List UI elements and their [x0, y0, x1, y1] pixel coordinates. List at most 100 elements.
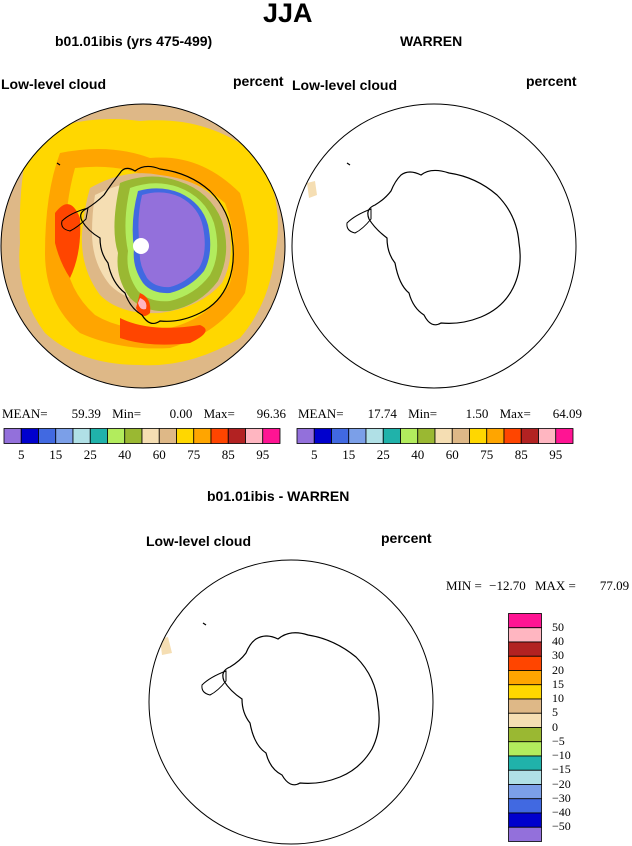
colorbar-tick-label: 75 [187, 447, 201, 462]
colorbar-tick-label: −30 [552, 790, 571, 805]
obs-max-value: 64.09 [552, 406, 583, 421]
colorbar-swatch [417, 428, 436, 444]
colorbar-tick-label: 85 [221, 447, 235, 462]
colorbar-tick-label: 15 [552, 676, 564, 691]
colorbar-tick-label: 15 [342, 447, 356, 462]
colorbar-swatch [296, 428, 315, 444]
colorbar-swatch [193, 428, 212, 444]
colorbar-tick-label: 60 [445, 447, 459, 462]
colorbar-swatch [400, 428, 419, 444]
colorbar-tick-label: −20 [552, 776, 571, 791]
colorbar-swatch [508, 826, 542, 842]
colorbar-tick-label: 75 [480, 447, 494, 462]
diff-title: b01.01ibis - WARREN [207, 488, 350, 504]
diff-cloud-map [148, 559, 434, 845]
model-mean-value: 59.39 [71, 406, 101, 421]
colorbar-tick-label: 50 [552, 619, 564, 634]
obs-colorbar [296, 428, 574, 444]
colorbar-swatch [451, 428, 470, 444]
colorbar-swatch [365, 428, 384, 444]
colorbar-tick-label: −40 [552, 805, 571, 819]
colorbar-tick-label: 5 [311, 447, 318, 462]
colorbar-swatch [508, 741, 542, 757]
colorbar-swatch [508, 670, 542, 686]
colorbar-tick-label: 5 [18, 447, 25, 462]
obs-min-label: Min= [408, 406, 438, 421]
colorbar-swatch [124, 428, 143, 444]
colorbar-tick-label: 40 [118, 447, 132, 462]
model-min-value: 0.00 [169, 406, 193, 421]
model-mean-label: MEAN= [2, 406, 48, 421]
diff-max-value: 77.09 [599, 578, 630, 593]
colorbar-swatch [508, 812, 542, 828]
colorbar-swatch [262, 428, 281, 444]
colorbar-swatch [3, 428, 22, 444]
model-max-value: 96.36 [256, 406, 287, 421]
diff-min-label: MIN = [446, 578, 482, 593]
diff-stats: MIN = −12.70 MAX = 77.09 [446, 578, 629, 594]
colorbar-swatch [107, 428, 126, 444]
colorbar-tick-label: 95 [549, 447, 563, 462]
colorbar-swatch [508, 684, 542, 700]
diff-min-value: −12.70 [489, 578, 526, 593]
colorbar-swatch [55, 428, 74, 444]
colorbar-swatch [89, 428, 108, 444]
colorbar-swatch [331, 428, 350, 444]
colorbar-swatch [141, 428, 160, 444]
colorbar-swatch [520, 428, 539, 444]
colorbar-swatch [508, 698, 542, 714]
colorbar-swatch [486, 428, 505, 444]
colorbar-swatch [227, 428, 246, 444]
diff-max-label: MAX = [534, 578, 576, 593]
colorbar-swatch [508, 798, 542, 814]
colorbar-tick-label: 25 [376, 447, 390, 462]
colorbar-swatch [176, 428, 195, 444]
colorbar-tick-label: 60 [152, 447, 166, 462]
model-max-label: Max= [203, 406, 235, 421]
obs-field-label: Low-level cloud [292, 77, 398, 93]
colorbar-swatch [508, 627, 542, 643]
model-cloud-map [0, 103, 286, 389]
colorbar-tick-label: 20 [552, 662, 564, 677]
colorbar-swatch [469, 428, 488, 444]
colorbar-swatch [508, 755, 542, 771]
colorbar-swatch [210, 428, 229, 444]
colorbar-swatch [555, 428, 574, 444]
colorbar-swatch [538, 428, 557, 444]
obs-mean-label: MEAN= [298, 406, 344, 421]
colorbar-swatch [38, 428, 57, 444]
colorbar-tick-label: 40 [411, 447, 425, 462]
model-min-label: Min= [112, 406, 142, 421]
colorbar-tick-label: −5 [552, 733, 565, 748]
colorbar-swatch [508, 655, 542, 671]
colorbar-swatch [508, 613, 542, 629]
colorbar-tick-label: 40 [552, 634, 564, 648]
colorbar-swatch [508, 641, 542, 657]
colorbar-tick-label: −15 [552, 762, 571, 777]
colorbar-swatch [313, 428, 332, 444]
colorbar-tick-label: −50 [552, 819, 571, 834]
season-title: JJA [263, 0, 313, 28]
colorbar-tick-label: −10 [552, 748, 571, 762]
colorbar-tick-label: 85 [514, 447, 528, 462]
colorbar-swatch [434, 428, 453, 444]
colorbar-swatch [158, 428, 177, 444]
obs-cloud-map [291, 103, 577, 389]
obs-max-label: Max= [499, 406, 531, 421]
colorbar-tick-label: 10 [552, 691, 564, 705]
colorbar-swatch [508, 712, 542, 728]
colorbar-swatch [382, 428, 401, 444]
colorbar-swatch [503, 428, 522, 444]
model-stats: MEAN= 59.39 Min= 0.00 Max= 96.36 [2, 406, 286, 422]
diff-units-label: percent [381, 530, 432, 546]
colorbar-swatch [508, 727, 542, 743]
colorbar-swatch [20, 428, 39, 444]
diff-field-label: Low-level cloud [146, 533, 252, 549]
colorbar-tick-label: 95 [256, 447, 270, 462]
model-case-title: b01.01ibis (yrs 475-499) [55, 33, 213, 49]
model-field-label: Low-level cloud [1, 76, 107, 92]
obs-units-label: percent [526, 73, 577, 89]
colorbar-swatch [508, 769, 542, 785]
colorbar-swatch [508, 784, 542, 800]
obs-stats: MEAN= 17.74 Min= 1.50 Max= 64.09 [298, 406, 582, 422]
